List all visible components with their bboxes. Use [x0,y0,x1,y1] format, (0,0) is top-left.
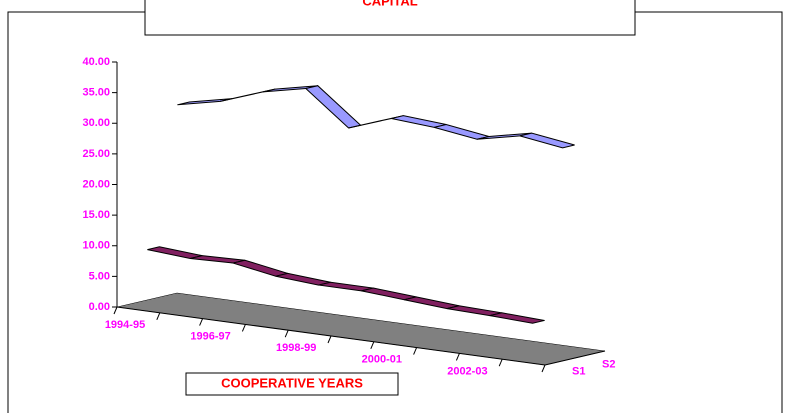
x-tick [498,359,503,367]
y-tick-label: 25.00 [82,148,110,160]
y-tick-label: 10.00 [82,240,110,252]
ribbon-segment [304,85,362,129]
x-tick [199,318,204,326]
y-tick-label: 35.00 [82,87,110,99]
ribbon-segment [391,115,447,128]
depth-axis [544,350,606,366]
y-tick-label: 15.00 [82,209,110,221]
x-tick-label: 1998-99 [276,342,316,354]
x-tick-label: 2002-03 [447,365,487,377]
y-tick-label: 20.00 [82,178,110,190]
ribbon-segment [361,287,417,301]
y-tick-label: 30.00 [82,117,110,129]
x-tick [455,353,460,361]
x-tick [541,364,546,373]
y-tick-label: 5.00 [89,270,110,282]
title-box [144,0,636,36]
x-tick [284,330,289,338]
y-tick-label: 40.00 [82,56,110,68]
x-tick [370,341,375,349]
x-tick [113,306,118,315]
series-label: S2 [602,358,615,370]
ribbon-segment [404,296,460,310]
x-tick [327,335,332,344]
x-tick [413,347,418,355]
ribbon-segment [231,259,290,277]
ribbon-segment [519,132,575,149]
ribbon-segment [434,124,490,140]
ribbon-segment [177,98,233,106]
ribbon-segment [147,246,203,259]
series-label: S1 [572,365,585,377]
x-label-box [185,372,399,396]
chart-title: CAPITAL [362,0,417,8]
ribbon-segment [275,272,331,286]
ribbon-segment [489,312,545,324]
x-axis-label: COOPERATIVE YEARS [221,375,363,390]
x-tick-label: 2000-01 [362,354,402,366]
frame [7,11,783,413]
y-tick-label: 0.00 [89,301,110,313]
ribbon-segment [446,305,502,317]
x-tick-label: 1996-97 [190,331,230,343]
x-tick-label: 1994-95 [105,319,145,331]
x-tick [241,324,246,332]
x-tick [156,312,161,320]
